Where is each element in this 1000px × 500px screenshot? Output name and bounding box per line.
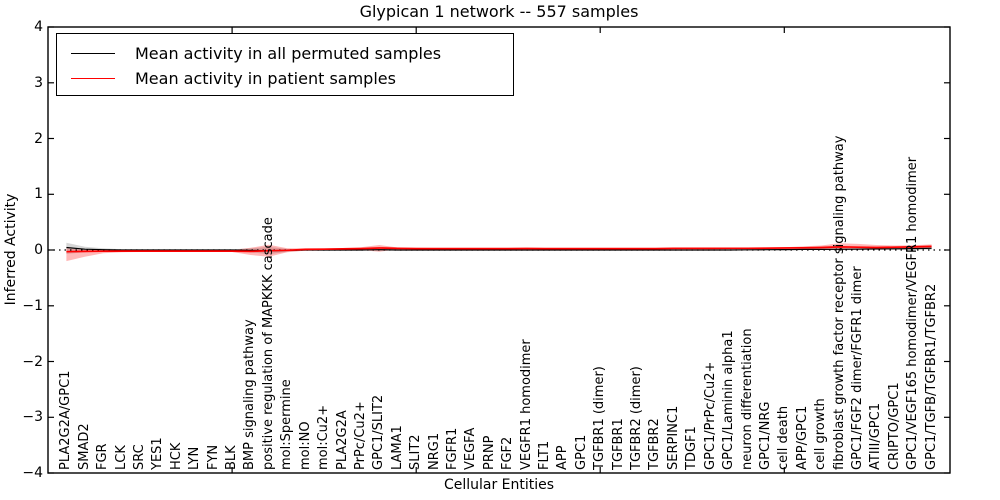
y-tick-label: 2 bbox=[34, 130, 43, 147]
x-tick-label: SRC bbox=[132, 444, 148, 470]
y-tick-label: 4 bbox=[34, 19, 43, 35]
x-tick-label: cell death bbox=[776, 405, 792, 470]
x-tick-label: GPC1/VEGF165 homodimer/VEGFR1 homodimer bbox=[905, 156, 921, 470]
x-tick-label: GPC1/Laminin alpha1 bbox=[721, 330, 737, 470]
x-tick-label: BLK bbox=[224, 445, 240, 470]
x-tick-label: TGFBR2 (dimer) bbox=[629, 366, 645, 470]
x-tick-label: GPC1/PrPc/Cu2+ bbox=[702, 361, 718, 470]
x-tick-label: GPC1/NRG bbox=[757, 401, 773, 470]
legend-label-permuted: Mean activity in all permuted samples bbox=[135, 44, 442, 63]
x-tick-label: mol:NO bbox=[297, 421, 313, 470]
y-tick-label: 0 bbox=[34, 242, 43, 258]
x-tick-label: fibroblast growth factor receptor signal… bbox=[831, 135, 847, 470]
legend-line-black bbox=[71, 53, 115, 54]
x-tick-label: GPC1/FGF2 dimer/FGFR1 dimer bbox=[849, 266, 865, 470]
legend-line-red bbox=[71, 78, 115, 79]
chart-title: Glypican 1 network -- 557 samples bbox=[359, 2, 639, 21]
y-tick-label: −3 bbox=[22, 409, 43, 426]
x-tick-label: VEGFA bbox=[463, 427, 479, 470]
legend-entry-patient: Mean activity in patient samples bbox=[71, 66, 513, 91]
x-tick-label: YES1 bbox=[150, 437, 166, 470]
x-tick-label: BMP signaling pathway bbox=[242, 319, 258, 470]
legend-label-patient: Mean activity in patient samples bbox=[135, 69, 396, 88]
x-tick-label: FYN bbox=[205, 444, 221, 470]
x-tick-label: CRIPTO/GPC1 bbox=[886, 382, 902, 470]
x-tick-label: SMAD2 bbox=[76, 423, 92, 470]
x-tick-label: PrPc/Cu2+ bbox=[352, 401, 368, 470]
x-tick-label: neuron differentiation bbox=[739, 328, 755, 470]
x-tick-label: LCK bbox=[113, 445, 129, 470]
x-tick-label: TDGF1 bbox=[684, 426, 700, 470]
x-tick-label: mol:Spermine bbox=[279, 379, 295, 470]
x-tick-label: TGFBR1 (dimer) bbox=[592, 366, 608, 470]
x-tick-label: APP/GPC1 bbox=[794, 405, 810, 470]
x-tick-label: LYN bbox=[187, 446, 203, 470]
x-tick-label: FGFR1 bbox=[444, 427, 460, 470]
x-tick-label: SERPINC1 bbox=[665, 405, 681, 470]
x-tick-label: PLA2G2A bbox=[334, 410, 350, 470]
x-tick-label: LAMA1 bbox=[389, 425, 405, 470]
y-tick-label: 3 bbox=[34, 74, 43, 91]
x-tick-label: TGFBR2 bbox=[647, 418, 663, 470]
legend-entry-permuted: Mean activity in all permuted samples bbox=[71, 41, 513, 66]
x-tick-label: PRNP bbox=[481, 435, 497, 470]
y-tick-label: −2 bbox=[22, 353, 43, 370]
x-tick-label: mol:Cu2+ bbox=[316, 404, 332, 470]
x-tick-label: FGF2 bbox=[500, 436, 516, 470]
x-tick-label: FLT1 bbox=[537, 440, 553, 470]
x-tick-label: GPC1/TGFB/TGFBR1/TGFBR2 bbox=[923, 283, 939, 470]
legend: Mean activity in all permuted samples Me… bbox=[56, 33, 514, 96]
x-tick-label: VEGFR1 homodimer bbox=[518, 339, 534, 470]
x-tick-label: PLA2G2A/GPC1 bbox=[58, 370, 74, 470]
y-tick-label: −1 bbox=[22, 297, 43, 314]
y-tick-label: −4 bbox=[22, 465, 43, 481]
x-axis-label: Cellular Entities bbox=[443, 477, 555, 493]
x-tick-label: positive regulation of MAPKKK cascade bbox=[260, 217, 276, 470]
x-tick-label: SLIT2 bbox=[408, 434, 424, 470]
y-tick-label: 1 bbox=[34, 186, 43, 203]
x-tick-label: HCK bbox=[168, 442, 184, 470]
x-tick-label: ATIII/GPC1 bbox=[868, 403, 884, 470]
x-tick-label: APP bbox=[555, 445, 571, 470]
x-tick-label: cell growth bbox=[813, 398, 829, 470]
x-tick-label: NRG1 bbox=[426, 432, 442, 470]
x-tick-label: TGFBR1 bbox=[610, 418, 626, 470]
x-tick-label: FGR bbox=[95, 443, 111, 470]
x-tick-label: GPC1 bbox=[573, 434, 589, 470]
x-tick-label: GPC1/SLIT2 bbox=[371, 394, 387, 470]
